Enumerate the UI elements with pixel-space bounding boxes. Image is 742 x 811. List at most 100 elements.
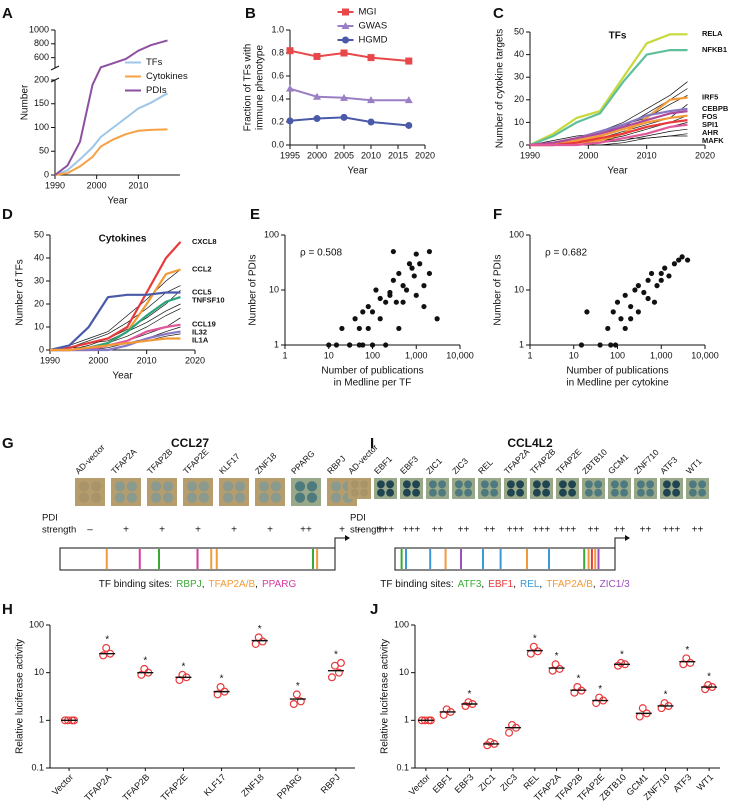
spot (464, 480, 473, 489)
spot (610, 488, 619, 497)
replicate (638, 704, 647, 713)
panel-letter: A (2, 5, 13, 22)
point (421, 283, 427, 289)
spot (568, 480, 577, 489)
significance: * (555, 651, 559, 662)
replicate (216, 683, 225, 692)
point (352, 316, 358, 322)
column-label: ATF3 (658, 454, 680, 476)
y-tick-label: 30 (34, 275, 44, 285)
pdi-strength: + (195, 525, 201, 536)
y-tick-label: 40 (514, 49, 524, 59)
point (369, 309, 376, 315)
background-line (49, 269, 181, 351)
x-tick-label: 2005 (334, 150, 354, 160)
series-label: AHR (702, 128, 719, 137)
chart-title: TFs (609, 31, 627, 42)
spot-image (686, 478, 709, 499)
replicate (505, 728, 514, 737)
y-axis-label: Number of PDIs (248, 254, 259, 325)
replicate (102, 643, 111, 652)
spot (386, 488, 395, 497)
series-line (54, 39, 168, 176)
spot (698, 480, 707, 489)
legend-label: Cytokines (146, 71, 188, 82)
spot (270, 481, 282, 492)
spot-image (183, 478, 213, 506)
x-axis-label: Year (112, 371, 133, 382)
spot (672, 488, 681, 497)
point (400, 299, 406, 305)
promoter (394, 547, 616, 571)
spot-image (291, 478, 321, 506)
spot (672, 480, 681, 489)
significance: * (664, 690, 668, 701)
spot (558, 480, 567, 489)
x-tick-label: 2010 (637, 150, 657, 160)
spot (646, 480, 655, 489)
spot (480, 488, 489, 497)
series-label: IL1A (192, 336, 209, 345)
spot-image (582, 478, 605, 499)
spot (532, 488, 541, 497)
significance: * (296, 681, 300, 692)
significance: * (181, 661, 185, 672)
spot (360, 488, 369, 497)
series-line (289, 49, 409, 62)
x-tick-label: ATF3 (671, 772, 693, 794)
series-label: TNFSF10 (192, 295, 225, 304)
marker (313, 92, 321, 100)
point (658, 277, 664, 283)
spot (186, 492, 198, 503)
pdi-strength: +++ (533, 525, 551, 536)
significance: * (105, 635, 109, 646)
spot (126, 481, 138, 492)
point (641, 289, 647, 296)
separator: , (202, 579, 205, 590)
x-tick-label: TFAP2E (159, 772, 190, 803)
point (383, 299, 389, 305)
point (645, 277, 651, 283)
point (628, 316, 634, 322)
point (679, 254, 685, 260)
series-line (50, 296, 181, 352)
spot (258, 481, 270, 492)
x-axis-label: Number of publications (566, 366, 668, 377)
x-tick-label: ZIC3 (498, 772, 519, 793)
point (676, 257, 682, 263)
spot (688, 480, 697, 489)
spot-image (348, 478, 371, 499)
x-tick-label: 2010 (361, 150, 381, 160)
panel-title: CCL27 (171, 436, 209, 450)
pdi-strength: ++ (640, 525, 652, 536)
axis-break (50, 77, 60, 83)
significance: * (143, 656, 147, 667)
spot (490, 480, 499, 489)
y-tick-label: 10 (399, 667, 409, 677)
annotation: ρ = 0.508 (300, 248, 343, 259)
replicate (296, 697, 305, 706)
point (406, 261, 413, 267)
pdi-strength: ++ (692, 525, 704, 536)
x-tick-label: 1990 (40, 355, 60, 365)
marker (342, 8, 349, 16)
point (645, 295, 651, 302)
spot (636, 480, 645, 489)
spot (330, 481, 342, 492)
spot (412, 488, 421, 497)
y-axis-label: Relative luciferase activity (15, 639, 26, 754)
annotation: ρ = 0.682 (545, 248, 588, 259)
column-label: TFAP2A (109, 446, 139, 476)
point (377, 316, 383, 322)
x-tick-label: 2010 (128, 180, 148, 190)
spot (636, 488, 645, 497)
replicate (486, 738, 495, 747)
separator: , (593, 579, 596, 590)
significance: * (707, 672, 711, 683)
x-tick-label: PPARG (275, 772, 304, 801)
spot (222, 492, 234, 503)
marker (313, 52, 321, 60)
site-name: REL (520, 579, 540, 590)
spot (480, 480, 489, 489)
series-line (54, 92, 168, 176)
